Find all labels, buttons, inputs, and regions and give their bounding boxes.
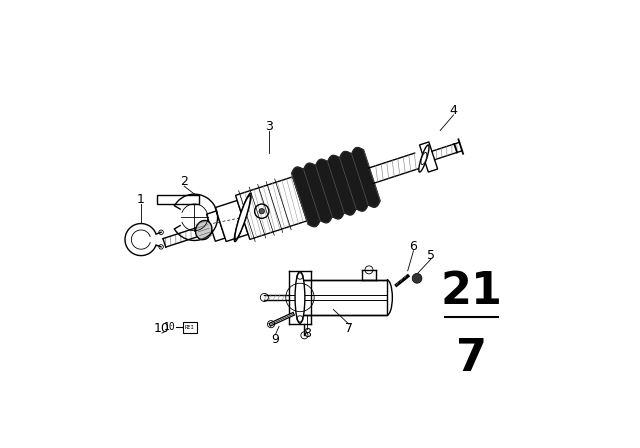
Text: 1: 1 [137, 193, 145, 206]
Text: 7: 7 [456, 337, 487, 380]
Text: 21: 21 [440, 270, 502, 313]
Ellipse shape [419, 145, 429, 172]
Ellipse shape [421, 152, 427, 165]
Ellipse shape [235, 195, 250, 239]
Polygon shape [215, 200, 248, 241]
Text: 6: 6 [410, 240, 417, 253]
Text: 5: 5 [428, 249, 435, 262]
Ellipse shape [295, 271, 305, 323]
Circle shape [259, 208, 264, 214]
Text: 4: 4 [450, 104, 458, 117]
Text: 8: 8 [303, 327, 310, 340]
FancyBboxPatch shape [183, 322, 196, 333]
Polygon shape [236, 177, 307, 239]
Polygon shape [157, 195, 199, 204]
Text: 2: 2 [180, 175, 188, 188]
Text: REI: REI [185, 325, 195, 330]
Polygon shape [207, 211, 225, 241]
Text: 9: 9 [271, 333, 280, 346]
Text: 7: 7 [345, 322, 353, 335]
Polygon shape [292, 147, 380, 227]
Polygon shape [300, 280, 387, 315]
Ellipse shape [196, 220, 212, 240]
Polygon shape [419, 142, 438, 172]
Text: 10: 10 [154, 322, 170, 335]
Text: 10: 10 [164, 322, 175, 332]
Text: 3: 3 [265, 120, 273, 133]
Ellipse shape [234, 193, 251, 241]
Circle shape [412, 273, 422, 283]
